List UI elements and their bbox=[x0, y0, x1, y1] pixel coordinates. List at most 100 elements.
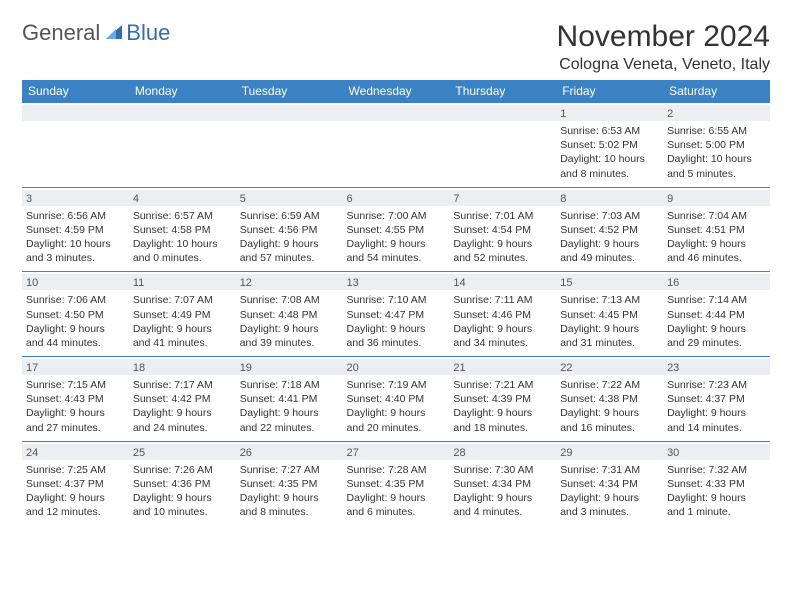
sunset-text: Sunset: 5:02 PM bbox=[560, 138, 659, 152]
calendar-day-cell: 18Sunrise: 7:17 AMSunset: 4:42 PMDayligh… bbox=[129, 357, 236, 442]
sunset-text: Sunset: 4:35 PM bbox=[347, 477, 446, 491]
day-number: 12 bbox=[236, 274, 343, 290]
day-number bbox=[129, 105, 236, 121]
sunset-text: Sunset: 4:35 PM bbox=[240, 477, 339, 491]
sunset-text: Sunset: 4:45 PM bbox=[560, 308, 659, 322]
daylight-text: Daylight: 10 hours and 0 minutes. bbox=[133, 237, 232, 265]
daylight-text: Daylight: 9 hours and 20 minutes. bbox=[347, 406, 446, 434]
day-number: 8 bbox=[556, 190, 663, 206]
calendar-day-cell: 23Sunrise: 7:23 AMSunset: 4:37 PMDayligh… bbox=[663, 357, 770, 442]
brand-logo: General Blue bbox=[22, 20, 170, 46]
location-subtitle: Cologna Veneta, Veneto, Italy bbox=[557, 56, 770, 74]
sunset-text: Sunset: 4:50 PM bbox=[26, 308, 125, 322]
daylight-text: Daylight: 9 hours and 4 minutes. bbox=[453, 491, 552, 519]
logo-sail-icon bbox=[104, 21, 124, 46]
sunrise-text: Sunrise: 7:21 AM bbox=[453, 378, 552, 392]
daylight-text: Daylight: 10 hours and 3 minutes. bbox=[26, 237, 125, 265]
calendar-day-cell: 30Sunrise: 7:32 AMSunset: 4:33 PMDayligh… bbox=[663, 441, 770, 525]
daylight-text: Daylight: 10 hours and 8 minutes. bbox=[560, 152, 659, 180]
sunset-text: Sunset: 4:40 PM bbox=[347, 392, 446, 406]
day-number: 27 bbox=[343, 444, 450, 460]
sunrise-text: Sunrise: 7:17 AM bbox=[133, 378, 232, 392]
daylight-text: Daylight: 9 hours and 46 minutes. bbox=[667, 237, 766, 265]
sunrise-text: Sunrise: 7:28 AM bbox=[347, 463, 446, 477]
sunrise-text: Sunrise: 7:22 AM bbox=[560, 378, 659, 392]
sunrise-text: Sunrise: 7:18 AM bbox=[240, 378, 339, 392]
sunrise-text: Sunrise: 7:27 AM bbox=[240, 463, 339, 477]
day-number: 6 bbox=[343, 190, 450, 206]
daylight-text: Daylight: 9 hours and 24 minutes. bbox=[133, 406, 232, 434]
calendar-day-cell: 26Sunrise: 7:27 AMSunset: 4:35 PMDayligh… bbox=[236, 441, 343, 525]
sunrise-text: Sunrise: 7:06 AM bbox=[26, 293, 125, 307]
day-number: 21 bbox=[449, 359, 556, 375]
calendar-day-cell: 6Sunrise: 7:00 AMSunset: 4:55 PMDaylight… bbox=[343, 187, 450, 272]
day-number bbox=[236, 105, 343, 121]
sunrise-text: Sunrise: 6:53 AM bbox=[560, 124, 659, 138]
sunrise-text: Sunrise: 6:56 AM bbox=[26, 209, 125, 223]
calendar-body: 1Sunrise: 6:53 AMSunset: 5:02 PMDaylight… bbox=[22, 103, 770, 526]
daylight-text: Daylight: 9 hours and 14 minutes. bbox=[667, 406, 766, 434]
daylight-text: Daylight: 9 hours and 49 minutes. bbox=[560, 237, 659, 265]
daylight-text: Daylight: 9 hours and 36 minutes. bbox=[347, 322, 446, 350]
day-number: 29 bbox=[556, 444, 663, 460]
calendar-day-cell: 22Sunrise: 7:22 AMSunset: 4:38 PMDayligh… bbox=[556, 357, 663, 442]
daylight-text: Daylight: 9 hours and 57 minutes. bbox=[240, 237, 339, 265]
daylight-text: Daylight: 9 hours and 10 minutes. bbox=[133, 491, 232, 519]
sunrise-text: Sunrise: 7:25 AM bbox=[26, 463, 125, 477]
sunset-text: Sunset: 4:37 PM bbox=[667, 392, 766, 406]
sunset-text: Sunset: 4:49 PM bbox=[133, 308, 232, 322]
weekday-heading: Monday bbox=[129, 80, 236, 103]
calendar-week-row: 10Sunrise: 7:06 AMSunset: 4:50 PMDayligh… bbox=[22, 272, 770, 357]
sunrise-text: Sunrise: 6:59 AM bbox=[240, 209, 339, 223]
daylight-text: Daylight: 9 hours and 34 minutes. bbox=[453, 322, 552, 350]
sunrise-text: Sunrise: 7:07 AM bbox=[133, 293, 232, 307]
sunset-text: Sunset: 4:55 PM bbox=[347, 223, 446, 237]
calendar-day-cell: 7Sunrise: 7:01 AMSunset: 4:54 PMDaylight… bbox=[449, 187, 556, 272]
sunrise-text: Sunrise: 7:15 AM bbox=[26, 378, 125, 392]
sunset-text: Sunset: 4:34 PM bbox=[453, 477, 552, 491]
calendar-day-cell bbox=[343, 103, 450, 188]
day-number: 20 bbox=[343, 359, 450, 375]
day-number: 5 bbox=[236, 190, 343, 206]
calendar-day-cell: 29Sunrise: 7:31 AMSunset: 4:34 PMDayligh… bbox=[556, 441, 663, 525]
sunrise-text: Sunrise: 7:19 AM bbox=[347, 378, 446, 392]
logo-text-blue: Blue bbox=[126, 20, 170, 46]
daylight-text: Daylight: 9 hours and 8 minutes. bbox=[240, 491, 339, 519]
sunset-text: Sunset: 4:33 PM bbox=[667, 477, 766, 491]
sunrise-text: Sunrise: 7:10 AM bbox=[347, 293, 446, 307]
day-number: 11 bbox=[129, 274, 236, 290]
sunrise-text: Sunrise: 7:03 AM bbox=[560, 209, 659, 223]
sunset-text: Sunset: 4:48 PM bbox=[240, 308, 339, 322]
sunset-text: Sunset: 4:42 PM bbox=[133, 392, 232, 406]
calendar-day-cell: 12Sunrise: 7:08 AMSunset: 4:48 PMDayligh… bbox=[236, 272, 343, 357]
day-number bbox=[449, 105, 556, 121]
title-block: November 2024 Cologna Veneta, Veneto, It… bbox=[557, 20, 770, 74]
calendar-day-cell: 4Sunrise: 6:57 AMSunset: 4:58 PMDaylight… bbox=[129, 187, 236, 272]
day-number: 15 bbox=[556, 274, 663, 290]
sunset-text: Sunset: 4:58 PM bbox=[133, 223, 232, 237]
day-number: 2 bbox=[663, 105, 770, 121]
sunset-text: Sunset: 4:47 PM bbox=[347, 308, 446, 322]
calendar-day-cell: 3Sunrise: 6:56 AMSunset: 4:59 PMDaylight… bbox=[22, 187, 129, 272]
weekday-heading: Tuesday bbox=[236, 80, 343, 103]
month-title: November 2024 bbox=[557, 20, 770, 54]
day-number: 14 bbox=[449, 274, 556, 290]
weekday-heading: Saturday bbox=[663, 80, 770, 103]
sunrise-text: Sunrise: 7:14 AM bbox=[667, 293, 766, 307]
calendar-day-cell: 14Sunrise: 7:11 AMSunset: 4:46 PMDayligh… bbox=[449, 272, 556, 357]
calendar-table: Sunday Monday Tuesday Wednesday Thursday… bbox=[22, 80, 770, 525]
calendar-day-cell bbox=[236, 103, 343, 188]
daylight-text: Daylight: 9 hours and 44 minutes. bbox=[26, 322, 125, 350]
sunset-text: Sunset: 4:43 PM bbox=[26, 392, 125, 406]
sunrise-text: Sunrise: 6:55 AM bbox=[667, 124, 766, 138]
sunset-text: Sunset: 4:39 PM bbox=[453, 392, 552, 406]
weekday-heading: Thursday bbox=[449, 80, 556, 103]
daylight-text: Daylight: 9 hours and 52 minutes. bbox=[453, 237, 552, 265]
calendar-day-cell: 16Sunrise: 7:14 AMSunset: 4:44 PMDayligh… bbox=[663, 272, 770, 357]
day-number bbox=[22, 105, 129, 121]
sunset-text: Sunset: 4:56 PM bbox=[240, 223, 339, 237]
sunrise-text: Sunrise: 7:08 AM bbox=[240, 293, 339, 307]
calendar-day-cell: 25Sunrise: 7:26 AMSunset: 4:36 PMDayligh… bbox=[129, 441, 236, 525]
calendar-day-cell: 8Sunrise: 7:03 AMSunset: 4:52 PMDaylight… bbox=[556, 187, 663, 272]
calendar-week-row: 1Sunrise: 6:53 AMSunset: 5:02 PMDaylight… bbox=[22, 103, 770, 188]
